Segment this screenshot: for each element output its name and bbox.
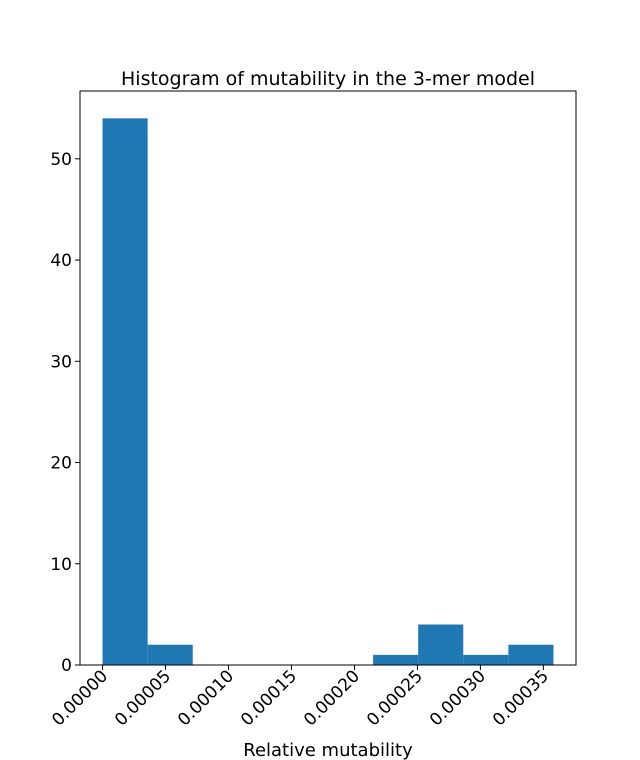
y-axis-ticks: 0 10 20 30 40 50 <box>50 150 80 676</box>
y-tick-label: 20 <box>50 454 72 474</box>
x-tick-label: 0.00000 <box>48 666 112 730</box>
x-tick-label: 0.00025 <box>363 666 427 730</box>
y-tick-label: 30 <box>50 352 72 372</box>
histogram-bar-1 <box>147 644 193 665</box>
x-tick-label: 0.00035 <box>489 666 553 730</box>
x-tick-label: 0.00005 <box>111 666 175 730</box>
x-tick-label: 0.00030 <box>426 666 490 730</box>
y-tick-label: 40 <box>50 251 72 271</box>
plot-frame <box>79 90 577 666</box>
histogram-bar-7 <box>418 624 464 665</box>
histogram-bar-9 <box>508 644 554 665</box>
histogram-bar-6 <box>373 654 419 665</box>
y-tick-label: 10 <box>50 555 72 575</box>
histogram-bar-0 <box>102 118 148 666</box>
histogram-bar-8 <box>463 654 509 665</box>
bars-group <box>102 118 554 666</box>
x-axis-label: Relative mutability <box>243 740 413 760</box>
x-tick-label: 0.00015 <box>237 666 301 730</box>
x-axis-ticks: 0.00000 0.00005 0.00010 0.00015 0.00020 0.000… <box>48 665 553 730</box>
chart-title: Histogram of mutability in the 3-mer mod… <box>121 68 535 90</box>
x-tick-label: 0.00010 <box>174 666 238 730</box>
x-tick-label: 0.00020 <box>300 666 364 730</box>
y-tick-label: 0 <box>61 656 72 676</box>
y-tick-label: 50 <box>50 150 72 170</box>
